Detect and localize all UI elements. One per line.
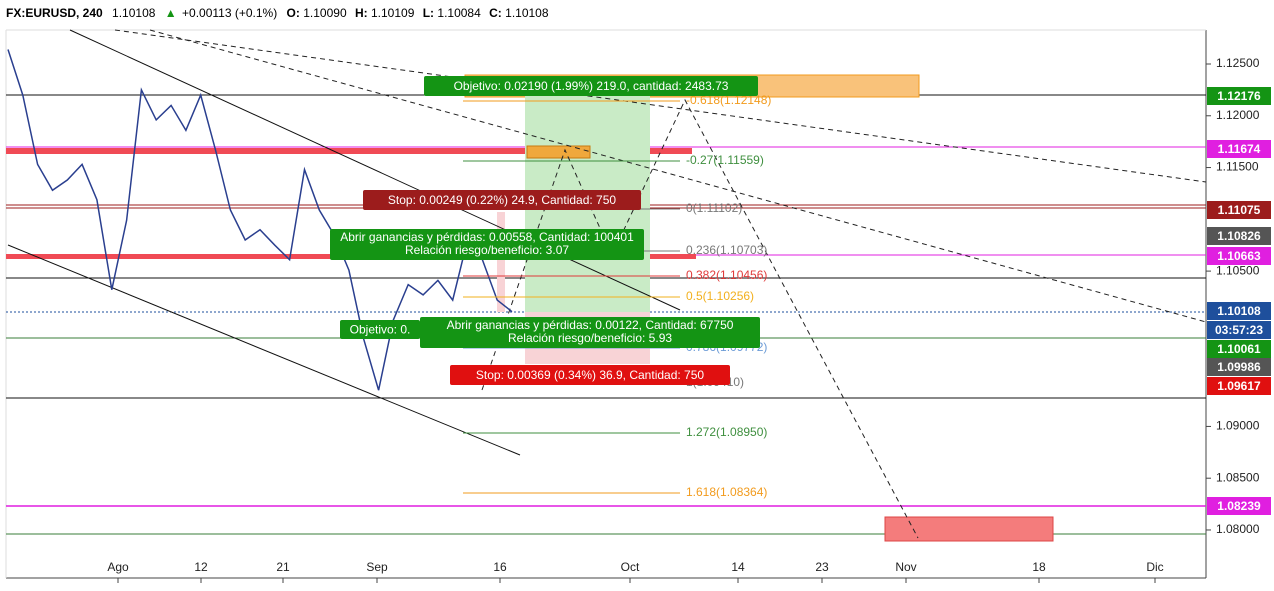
- price-label-box: [1207, 227, 1271, 245]
- price-line: [7, 49, 513, 391]
- ohlc-label: H:: [355, 6, 368, 20]
- price-tick-label: 1.12500: [1216, 56, 1260, 70]
- projection-path: [481, 98, 919, 539]
- price-label: 1.12176: [1217, 89, 1261, 103]
- trend-line: [7, 244, 521, 456]
- annotation-box: [363, 190, 641, 210]
- symbol: FX:EURUSD, 240: [6, 6, 103, 20]
- price-label-box: [1207, 340, 1271, 358]
- price-label-box: [1207, 358, 1271, 376]
- time-tick-label: 18: [1032, 560, 1046, 574]
- annotation-text: Objetivo: 0.: [350, 323, 411, 337]
- price-label: 1.10108: [1217, 304, 1261, 318]
- time-tick-label: 21: [276, 560, 290, 574]
- price-label: 1.11075: [1218, 203, 1261, 217]
- trend-line: [69, 29, 681, 311]
- annotation-box: [450, 365, 730, 385]
- price-label: 1.08239: [1217, 499, 1261, 513]
- ohlc-label: O:: [287, 6, 300, 20]
- annotation-text: Abrir ganancias y pérdidas: 0.00122, Can…: [447, 318, 734, 332]
- last-price: 1.10108: [112, 6, 156, 20]
- price-label-box: [1207, 497, 1271, 515]
- ohlc-label: L:: [423, 6, 434, 20]
- price-label-box: [1207, 201, 1271, 219]
- annotation-text: Abrir ganancias y pérdidas: 0.00558, Can…: [340, 230, 634, 244]
- trend-line: [114, 29, 1207, 183]
- time-tick-label: 12: [194, 560, 208, 574]
- time-tick-label: Nov: [895, 560, 916, 574]
- fib-label: 1.618(1.08364): [686, 485, 767, 499]
- price-label-box: [1207, 247, 1271, 265]
- price-label: 1.10826: [1217, 229, 1261, 243]
- price-label: 1.09617: [1217, 379, 1261, 393]
- price-tick-label: 1.11500: [1216, 160, 1259, 174]
- time-tick-label: Dic: [1146, 560, 1163, 574]
- price-tick-label: 1.08000: [1216, 522, 1260, 536]
- price-label: 03:57:23: [1215, 323, 1263, 337]
- up-arrow: ▲: [165, 6, 177, 20]
- ohlc-value: 1.10109: [371, 6, 415, 20]
- target-zone: [884, 516, 1054, 542]
- time-tick-label: 14: [731, 560, 745, 574]
- ohlc-value: 1.10090: [303, 6, 347, 20]
- ohlc-value: 1.10084: [437, 6, 481, 20]
- price-label-box: [1207, 377, 1271, 395]
- zone: [6, 148, 692, 154]
- annotation-text: Stop: 0.00369 (0.34%) 36.9, Cantidad: 75…: [476, 368, 704, 382]
- fib-label: 0(1.11102): [686, 201, 742, 215]
- price-tick-label: 1.09000: [1216, 419, 1260, 433]
- price-label: 1.10663: [1217, 249, 1261, 263]
- ohlc-label: C:: [489, 6, 502, 20]
- time-tick-label: Oct: [621, 560, 640, 574]
- price-tick-label: 1.10500: [1216, 263, 1260, 277]
- time-tick-label: 16: [493, 560, 507, 574]
- price-label-box: [1207, 321, 1271, 339]
- ohlc-value: 1.10108: [505, 6, 549, 20]
- price-label: 1.10061: [1217, 342, 1261, 356]
- fib-label: 0.382(1.10456): [686, 268, 767, 282]
- price-label-box: [1207, 140, 1271, 158]
- annotation-text: Relación riesgo/beneficio: 3.07: [405, 243, 569, 257]
- price-tick-label: 1.12000: [1216, 108, 1260, 122]
- fib-label: 1.272(1.08950): [686, 425, 767, 439]
- fib-label: 0.5(1.10256): [686, 289, 754, 303]
- annotation-box: [340, 320, 420, 339]
- annotation-text: Objetivo: 0.02190 (1.99%) 219.0, cantida…: [454, 79, 729, 93]
- price-label-box: [1207, 302, 1271, 320]
- time-tick-label: Sep: [366, 560, 388, 574]
- trend-line: [149, 29, 1207, 323]
- annotation-text: Stop: 0.00249 (0.22%) 24.9, Cantidad: 75…: [388, 193, 616, 207]
- price-tick-label: 1.08500: [1216, 470, 1260, 484]
- header: FX:EURUSD, 240 1.10108 ▲ +0.00113 (+0.1%…: [6, 6, 549, 20]
- time-tick-label: 23: [815, 560, 829, 574]
- entry-zone: [526, 145, 591, 159]
- short-loss-area: [497, 212, 505, 312]
- price-label: 1.11674: [1218, 142, 1261, 156]
- time-tick-label: Ago: [107, 560, 129, 574]
- change: +0.00113 (+0.1%): [182, 6, 277, 20]
- price-label-box: [1207, 87, 1271, 105]
- annotation-box: [330, 229, 644, 260]
- annotation-box: [420, 317, 760, 348]
- fib-label: -0.618(1.12148): [686, 93, 771, 107]
- fib-label: 0.236(1.10703): [686, 243, 767, 257]
- annotation-text: Relación riesgo/beneficio: 5.93: [508, 331, 672, 345]
- price-label: 1.09986: [1217, 360, 1261, 374]
- annotation-box: [424, 76, 758, 96]
- fib-label: -0.27(1.11559): [686, 153, 764, 167]
